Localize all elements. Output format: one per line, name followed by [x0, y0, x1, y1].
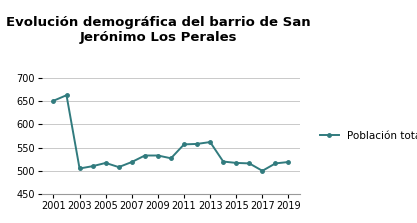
Población total	[64, 94, 69, 97]
Población total	[234, 162, 239, 164]
Población total	[247, 162, 252, 165]
Población total	[156, 154, 161, 157]
Población total	[90, 165, 95, 167]
Población total	[77, 167, 82, 170]
Población total	[208, 141, 213, 143]
Población total	[103, 162, 108, 164]
Población total	[181, 143, 186, 146]
Población total	[195, 142, 200, 145]
Población total	[286, 161, 291, 163]
Población total	[273, 162, 278, 165]
Población total	[260, 169, 265, 172]
Población total	[129, 161, 134, 163]
Población total	[168, 157, 173, 160]
Población total	[116, 166, 121, 168]
Text: Evolución demográfica del barrio de San
Jerónimo Los Perales: Evolución demográfica del barrio de San …	[6, 16, 311, 44]
Line: Población total: Población total	[52, 93, 290, 173]
Población total	[142, 154, 147, 157]
Población total	[51, 99, 56, 102]
Población total	[221, 160, 226, 163]
Legend: Población total: Población total	[316, 127, 417, 145]
